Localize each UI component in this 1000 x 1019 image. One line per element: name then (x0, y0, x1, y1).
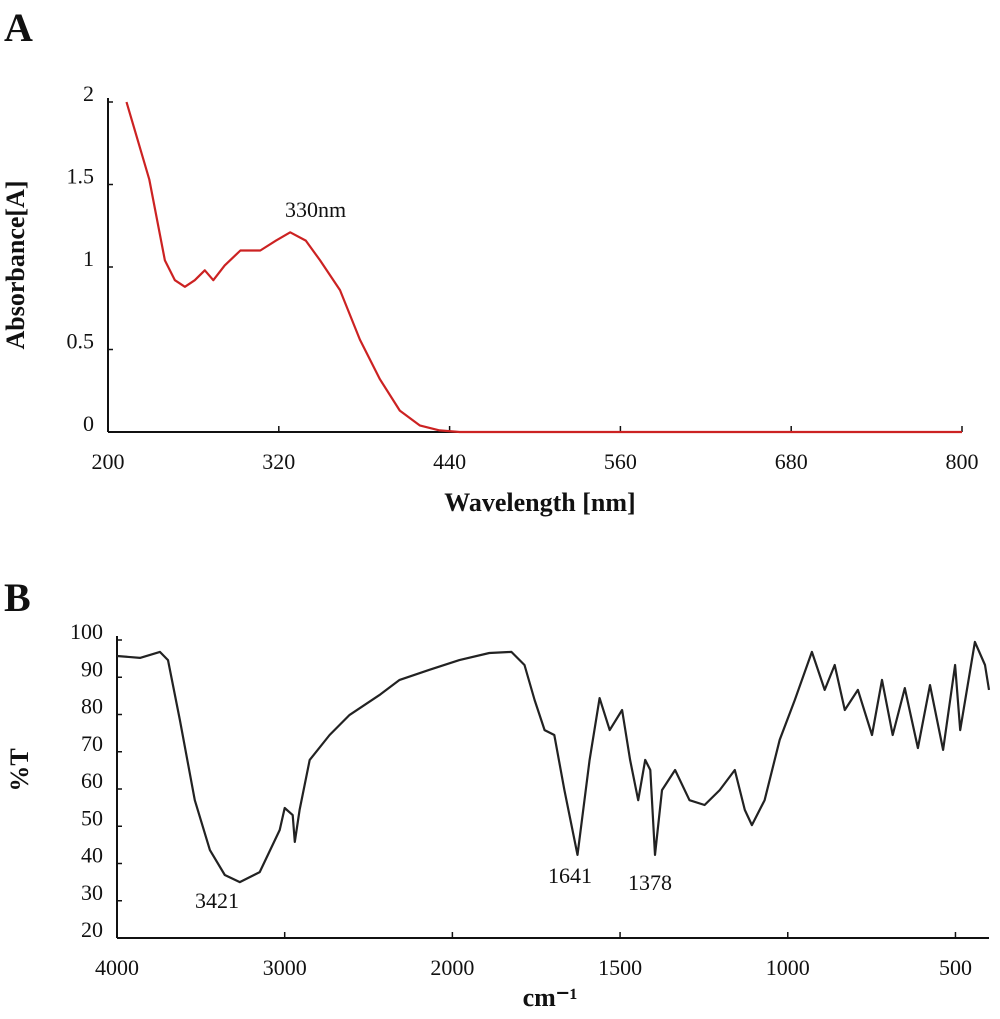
panel-label: B (4, 575, 31, 620)
y-tick-label: 70 (81, 731, 103, 756)
y-tick-label: 50 (81, 805, 103, 830)
y-axis-label: %T (5, 748, 34, 791)
x-tick-label: 680 (775, 449, 808, 474)
spectrum-line (116, 640, 991, 884)
panel-label: A (4, 5, 33, 50)
y-tick-label: 0.5 (67, 329, 95, 354)
x-tick-label: 4000 (95, 955, 139, 980)
x-tick-label: 800 (946, 449, 979, 474)
x-tick-label: 200 (92, 449, 125, 474)
y-tick-label: 80 (81, 694, 103, 719)
peak-annotation: 1641 (548, 863, 592, 888)
x-axis-label: cm⁻¹ (523, 983, 578, 1012)
y-axis-label: Absorbance[A] (1, 181, 30, 350)
y-tick-label: 1 (83, 246, 94, 271)
y-tick-label: 60 (81, 768, 103, 793)
x-tick-label: 500 (939, 955, 972, 980)
y-tick-label: 30 (81, 880, 103, 905)
x-tick-label: 440 (433, 449, 466, 474)
x-axis-label: Wavelength [nm] (444, 488, 635, 517)
x-tick-label: 2000 (430, 955, 474, 980)
x-tick-label: 1000 (766, 955, 810, 980)
peak-annotation: 3421 (195, 888, 239, 913)
peak-annotation: 1378 (628, 870, 672, 895)
x-tick-label: 560 (604, 449, 637, 474)
spectrum-line (125, 101, 962, 434)
y-tick-label: 40 (81, 843, 103, 868)
peak-annotation: 330nm (285, 197, 346, 222)
y-tick-label: 90 (81, 656, 103, 681)
x-tick-label: 320 (262, 449, 295, 474)
y-tick-label: 2 (83, 81, 94, 106)
y-tick-label: 20 (81, 917, 103, 942)
y-tick-label: 1.5 (67, 164, 95, 189)
x-tick-label: 3000 (263, 955, 307, 980)
x-tick-label: 1500 (598, 955, 642, 980)
y-tick-label: 0 (83, 411, 94, 436)
y-tick-label: 100 (70, 619, 103, 644)
